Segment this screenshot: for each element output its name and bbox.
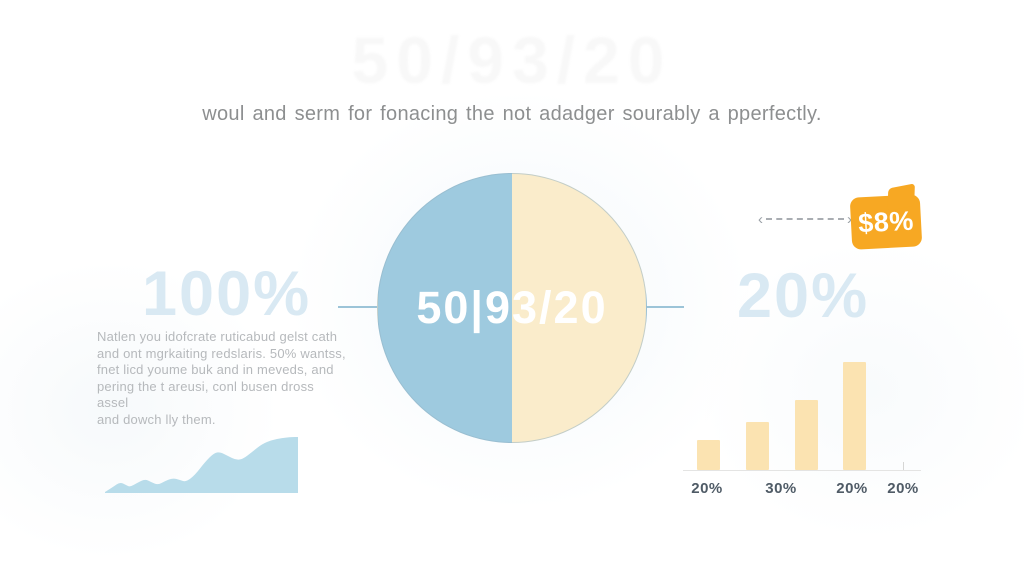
pie-center-label: 50|93/20	[416, 282, 608, 333]
paragraph-line: and dowch lly them.	[97, 411, 216, 427]
bar	[697, 440, 720, 470]
bar-label: 20%	[691, 480, 723, 497]
pie-chart: 50|93/20	[377, 173, 647, 443]
arrow-left-chevron-icon: ‹	[758, 210, 763, 228]
bar	[746, 422, 769, 470]
left-paragraph: Natlen you idofcrate ruticabud gelst cat…	[97, 329, 347, 428]
dashed-arrow: ‹ ›	[758, 210, 852, 228]
bar	[795, 400, 818, 470]
paragraph-line: Natlen you idofcrate ruticabud gelst cat…	[97, 329, 338, 344]
paragraph-line: fnet licd youme buk and in meveds, and	[97, 362, 334, 377]
arrow-right-chevron-icon: ›	[847, 210, 852, 228]
arrow-dashed-line	[766, 218, 844, 220]
price-tag: $8%	[849, 194, 923, 250]
area-wave-chart	[105, 437, 298, 493]
bar	[843, 362, 866, 470]
pie-connector-left-line	[338, 306, 378, 308]
bar-chart-baseline	[683, 470, 921, 471]
left-stat-value: 100%	[142, 259, 312, 329]
paragraph-line: and ont mgrkaiting redslaris. 50% wantss…	[97, 345, 346, 361]
bar-chart-plot-area	[683, 352, 923, 470]
ghost-headline: 50/93/20	[351, 23, 673, 97]
bar-chart: 20% 30% 20% 20%	[683, 352, 923, 502]
subtitle-text: woul and serm for fonacing the not adadg…	[202, 103, 822, 125]
bar-label: 30%	[765, 480, 797, 497]
bar-label: 20%	[887, 480, 919, 497]
pie-connector-right-line	[646, 306, 684, 308]
right-stat-value: 20%	[737, 261, 870, 331]
bar-chart-axis-tick	[903, 462, 904, 470]
price-tag-label: $8%	[857, 205, 915, 238]
paragraph-line: pering the t areusi, conl busen dross as…	[97, 378, 314, 411]
bar-label: 20%	[836, 480, 868, 497]
